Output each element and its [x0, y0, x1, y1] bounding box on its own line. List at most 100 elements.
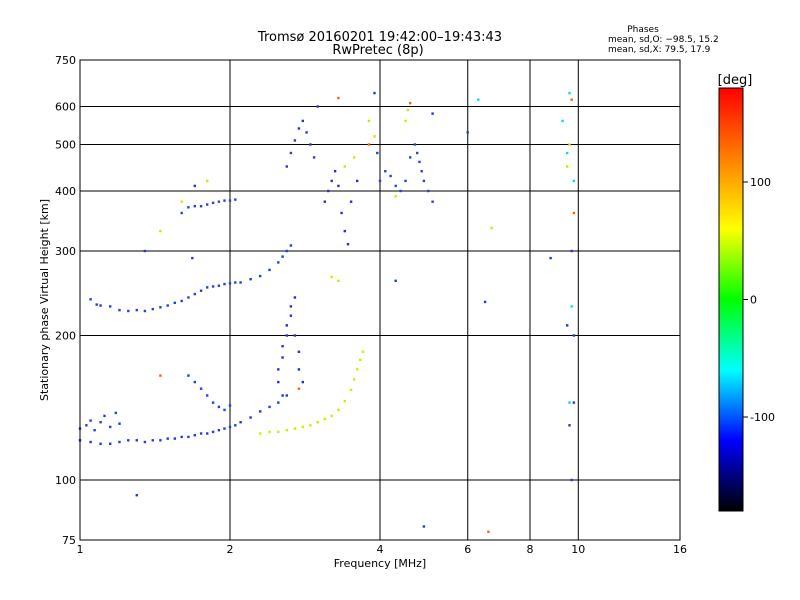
data-point: [211, 201, 215, 204]
data-point: [118, 308, 121, 312]
data-point: [89, 298, 92, 301]
data-point: [223, 199, 226, 202]
x-tick-label: 2: [227, 543, 234, 556]
data-point: [333, 170, 337, 173]
data-point: [572, 179, 576, 183]
data-point: [337, 408, 340, 412]
data-point: [166, 437, 169, 440]
data-point: [85, 424, 88, 427]
data-point: [293, 139, 297, 142]
data-point: [561, 119, 564, 123]
data-point: [376, 151, 379, 155]
data-point: [99, 442, 102, 445]
data-point: [568, 424, 571, 427]
data-point: [309, 143, 312, 146]
data-point: [173, 301, 176, 304]
data-point: [193, 205, 196, 208]
data-point: [268, 405, 271, 409]
data-point: [289, 305, 293, 308]
data-point: [343, 165, 346, 168]
data-point: [293, 296, 297, 299]
data-point: [99, 304, 102, 307]
data-point: [323, 417, 326, 421]
data-point: [566, 165, 569, 168]
colorbar-tick-label: 100: [750, 176, 771, 189]
data-point: [353, 156, 356, 159]
data-point: [384, 170, 387, 173]
data-point: [89, 440, 92, 444]
data-point: [206, 394, 209, 397]
data-point: [206, 432, 209, 435]
data-point: [570, 478, 573, 482]
data-point: [570, 305, 573, 308]
x-tick-label: 16: [673, 543, 687, 556]
data-point: [277, 380, 280, 384]
data-point: [103, 414, 106, 418]
x-axis-label: Frequency [MHz]: [334, 557, 426, 570]
data-point: [135, 308, 138, 312]
data-point: [330, 179, 333, 183]
data-point: [159, 374, 162, 377]
data-point: [389, 174, 392, 178]
plot-frame: [79, 59, 681, 541]
phases-x-stats: mean, sd,X: 79.5, 17.9: [608, 45, 711, 55]
data-point: [180, 200, 183, 203]
colorbar-tick-label: 0: [750, 294, 757, 307]
data-point: [281, 345, 284, 348]
data-point: [159, 439, 162, 442]
data-point: [206, 286, 209, 289]
data-point: [127, 309, 130, 313]
data-point: [199, 387, 203, 390]
data-point: [277, 368, 280, 371]
data-point: [199, 205, 203, 208]
data-point: [217, 284, 221, 287]
data-point: [394, 184, 397, 188]
data-point: [413, 143, 417, 146]
data-point: [109, 442, 112, 445]
data-point: [570, 98, 573, 101]
data-point: [180, 299, 183, 303]
data-point: [330, 414, 333, 418]
data-point: [572, 334, 576, 337]
data-point: [285, 165, 288, 168]
data-point: [206, 179, 209, 183]
data-point: [223, 427, 226, 430]
data-point: [277, 261, 280, 264]
data-point: [281, 394, 284, 397]
data-point: [285, 429, 288, 432]
data-point: [422, 525, 426, 528]
data-point: [483, 300, 487, 304]
data-point: [285, 324, 288, 327]
y-axis-label: Stationary phase Virtual Height [km]: [38, 199, 51, 401]
y-tick-label: 75: [62, 534, 76, 547]
data-point: [373, 91, 376, 95]
data-point: [289, 314, 293, 317]
data-point: [93, 429, 96, 432]
data-point: [180, 211, 183, 215]
y-tick-label: 750: [55, 54, 76, 67]
data-point: [490, 226, 493, 230]
data-point: [268, 268, 271, 272]
data-point: [568, 401, 571, 404]
data-point: [297, 350, 301, 353]
data-point: [166, 304, 169, 307]
data-point: [316, 421, 319, 424]
data-point: [301, 380, 304, 384]
data-point: [309, 424, 312, 427]
data-point: [356, 368, 359, 371]
data-point: [259, 410, 262, 413]
y-tick-label: 200: [55, 330, 76, 343]
data-point: [217, 200, 221, 203]
data-point: [259, 432, 262, 435]
data-point: [431, 200, 434, 203]
y-tick-label: 600: [55, 101, 76, 114]
data-point: [285, 249, 288, 253]
data-point: [367, 143, 371, 146]
data-point: [285, 334, 288, 337]
data-point: [568, 143, 571, 146]
data-point: [234, 281, 237, 284]
data-point: [346, 243, 350, 246]
x-tick-label: 4: [377, 543, 384, 556]
data-point: [477, 98, 480, 101]
